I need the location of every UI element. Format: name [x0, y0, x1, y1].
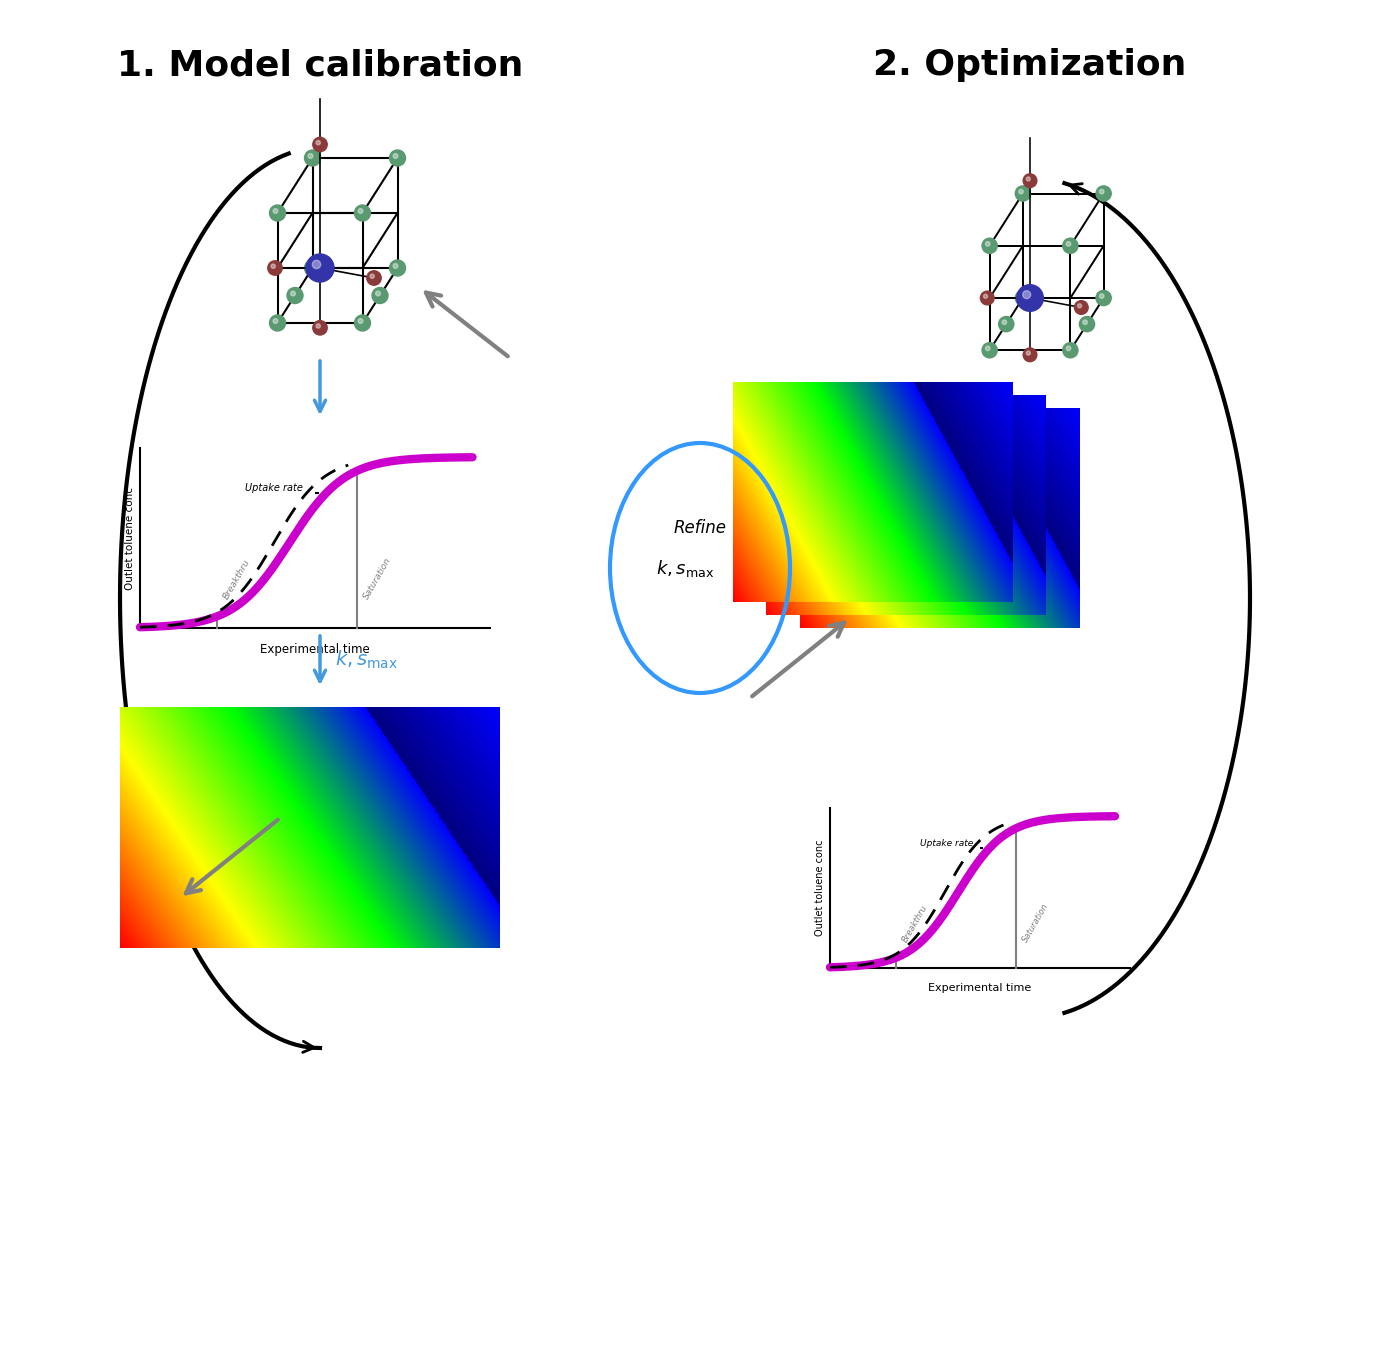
Circle shape: [307, 253, 335, 282]
Text: 1. Model calibration: 1. Model calibration: [116, 49, 524, 82]
Circle shape: [393, 154, 398, 159]
Circle shape: [1063, 239, 1078, 253]
Circle shape: [1026, 350, 1030, 355]
Text: Saturation: Saturation: [1021, 902, 1050, 944]
Circle shape: [308, 264, 314, 268]
Circle shape: [1078, 303, 1082, 307]
Text: Experimental time: Experimental time: [260, 643, 370, 656]
Circle shape: [270, 205, 286, 221]
Circle shape: [305, 260, 321, 276]
Circle shape: [287, 287, 302, 303]
Circle shape: [1099, 189, 1105, 194]
Circle shape: [983, 294, 987, 298]
Text: Saturation: Saturation: [363, 555, 393, 601]
Circle shape: [1016, 284, 1043, 311]
Text: 2. Optimization: 2. Optimization: [874, 49, 1187, 82]
Circle shape: [312, 137, 328, 152]
Circle shape: [367, 271, 381, 286]
Circle shape: [270, 315, 286, 332]
Circle shape: [1074, 301, 1088, 314]
Circle shape: [375, 291, 381, 297]
Text: $k,s_{\mathrm{max}}$: $k,s_{\mathrm{max}}$: [335, 648, 398, 671]
Circle shape: [1019, 189, 1023, 194]
Circle shape: [1015, 186, 1030, 201]
Circle shape: [1067, 241, 1071, 247]
Circle shape: [273, 318, 279, 324]
Circle shape: [358, 318, 363, 324]
Circle shape: [981, 239, 997, 253]
Circle shape: [1026, 177, 1030, 181]
Text: Breakthru: Breakthru: [223, 558, 252, 601]
Circle shape: [986, 241, 990, 247]
Circle shape: [1023, 174, 1037, 187]
Circle shape: [312, 321, 328, 336]
Circle shape: [980, 291, 994, 305]
Circle shape: [316, 140, 321, 144]
Text: $k,s_{\mathrm{max}}$: $k,s_{\mathrm{max}}$: [657, 558, 714, 578]
Circle shape: [354, 205, 371, 221]
Text: Breakthru: Breakthru: [902, 903, 930, 944]
Circle shape: [1023, 348, 1037, 361]
Circle shape: [998, 317, 1014, 332]
Circle shape: [1079, 317, 1095, 332]
Circle shape: [1096, 290, 1112, 306]
Circle shape: [1019, 294, 1023, 298]
Text: Uptake rate: Uptake rate: [245, 483, 302, 493]
Text: Outlet toluene conc: Outlet toluene conc: [125, 487, 134, 589]
Circle shape: [272, 264, 276, 268]
Circle shape: [1082, 319, 1088, 325]
Circle shape: [354, 315, 371, 332]
Circle shape: [358, 209, 363, 213]
Circle shape: [305, 150, 321, 166]
Circle shape: [316, 324, 321, 328]
Circle shape: [389, 150, 406, 166]
Circle shape: [1015, 290, 1030, 306]
Text: Uptake rate: Uptake rate: [920, 838, 973, 848]
Circle shape: [291, 291, 295, 297]
Text: Outlet toluene conc: Outlet toluene conc: [815, 840, 825, 937]
Circle shape: [370, 274, 374, 278]
Circle shape: [308, 154, 314, 159]
Circle shape: [393, 264, 398, 268]
Circle shape: [1063, 342, 1078, 357]
Text: Refine: Refine: [673, 519, 727, 537]
Circle shape: [1096, 186, 1112, 201]
Circle shape: [273, 209, 279, 213]
Circle shape: [372, 287, 388, 303]
Circle shape: [389, 260, 406, 276]
Circle shape: [1022, 291, 1030, 299]
Text: Experimental time: Experimental time: [928, 983, 1032, 993]
Circle shape: [312, 260, 321, 268]
Circle shape: [267, 260, 283, 275]
Circle shape: [986, 346, 990, 350]
Circle shape: [1067, 346, 1071, 350]
Circle shape: [981, 342, 997, 357]
Circle shape: [1002, 319, 1007, 325]
Circle shape: [1099, 294, 1105, 298]
